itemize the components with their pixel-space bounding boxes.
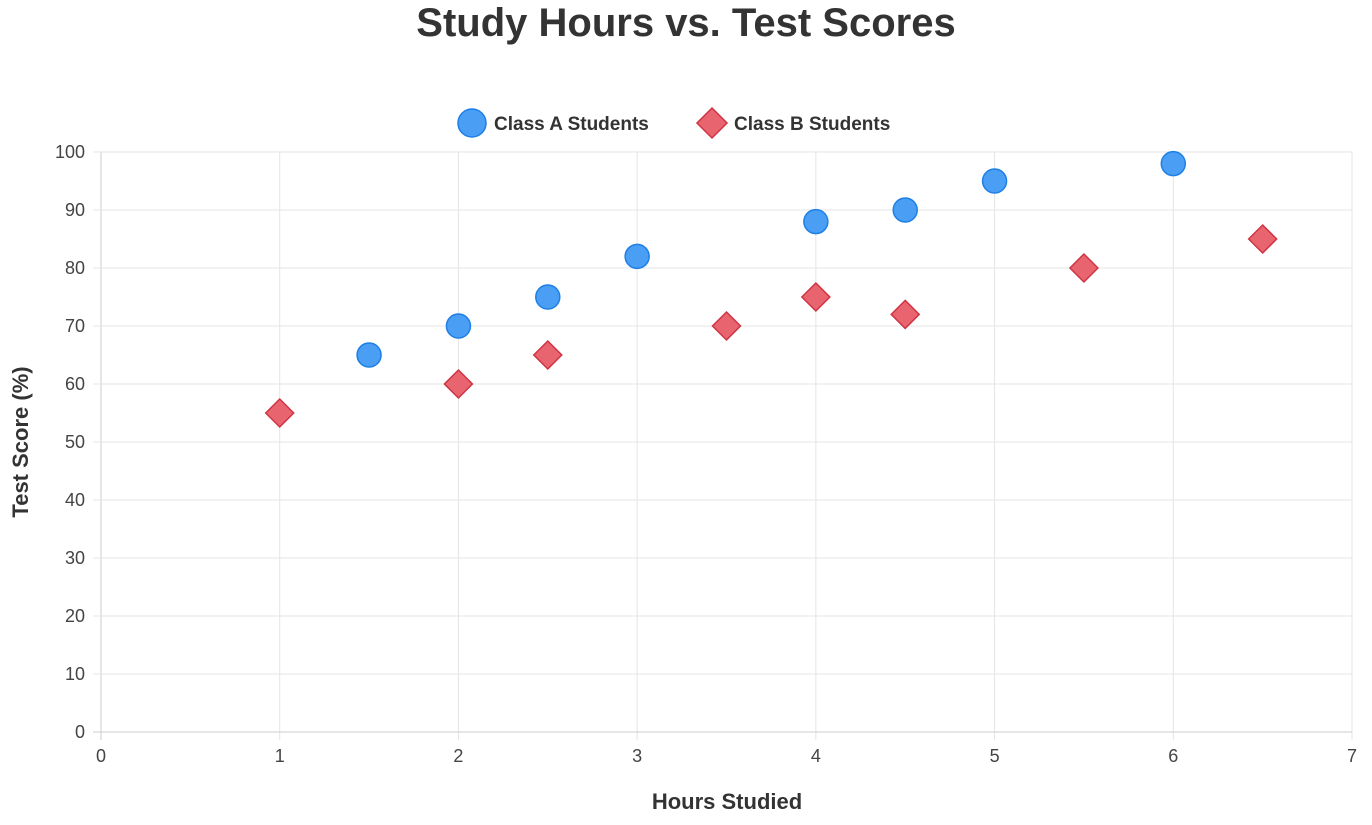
class-a-point bbox=[1160, 150, 1187, 177]
x-axis-label: Hours Studied bbox=[652, 789, 802, 814]
class-b-point bbox=[1068, 252, 1099, 284]
chart-title: Study Hours vs. Test Scores bbox=[416, 1, 956, 45]
circle-icon bbox=[457, 108, 487, 138]
class-b-point bbox=[711, 310, 742, 342]
y-tick-label: 20 bbox=[65, 606, 85, 626]
y-tick-label: 10 bbox=[65, 664, 85, 684]
class-a-point bbox=[356, 342, 382, 368]
class-a-point bbox=[803, 208, 829, 235]
x-tick-label: 5 bbox=[990, 746, 1000, 766]
y-tick-label: 60 bbox=[65, 374, 85, 394]
x-tick-label: 0 bbox=[96, 746, 106, 766]
y-axis-label: Test Score (%) bbox=[8, 366, 33, 517]
y-tick-label: 100 bbox=[55, 142, 85, 162]
class-b-point bbox=[443, 368, 474, 400]
legend-label: Class A Students bbox=[494, 114, 649, 135]
legend-item-class-b[interactable]: Class B Students bbox=[695, 106, 890, 140]
x-tick-label: 2 bbox=[453, 746, 463, 766]
class-b-point bbox=[532, 339, 563, 371]
x-tick-label: 6 bbox=[1168, 746, 1178, 766]
class-b-point bbox=[800, 281, 831, 313]
class-a-point bbox=[981, 168, 1008, 194]
x-tick-label: 3 bbox=[632, 746, 642, 766]
legend-label: Class B Students bbox=[734, 114, 890, 135]
class-b-point bbox=[890, 299, 921, 330]
class-b-point bbox=[264, 397, 295, 429]
class-b-point bbox=[1247, 223, 1278, 255]
y-tick-label: 30 bbox=[65, 548, 85, 568]
y-tick-label: 70 bbox=[65, 316, 85, 336]
legend: Class A Students Class B Students bbox=[457, 106, 890, 140]
x-tick-label: 7 bbox=[1347, 746, 1357, 766]
x-tick-label: 4 bbox=[811, 746, 821, 766]
y-tick-label: 90 bbox=[65, 200, 85, 220]
y-tick-label: 80 bbox=[65, 258, 85, 278]
diamond-icon bbox=[695, 106, 729, 140]
y-tick-label: 50 bbox=[65, 432, 85, 452]
y-tick-label: 40 bbox=[65, 490, 85, 510]
class-a-point bbox=[445, 313, 472, 339]
x-tick-label: 1 bbox=[275, 746, 285, 766]
legend-item-class-a[interactable]: Class A Students bbox=[457, 108, 649, 138]
class-a-point bbox=[892, 197, 918, 223]
class-a-point bbox=[535, 284, 561, 310]
y-tick-label: 0 bbox=[75, 722, 85, 742]
class-a-point bbox=[624, 243, 650, 270]
